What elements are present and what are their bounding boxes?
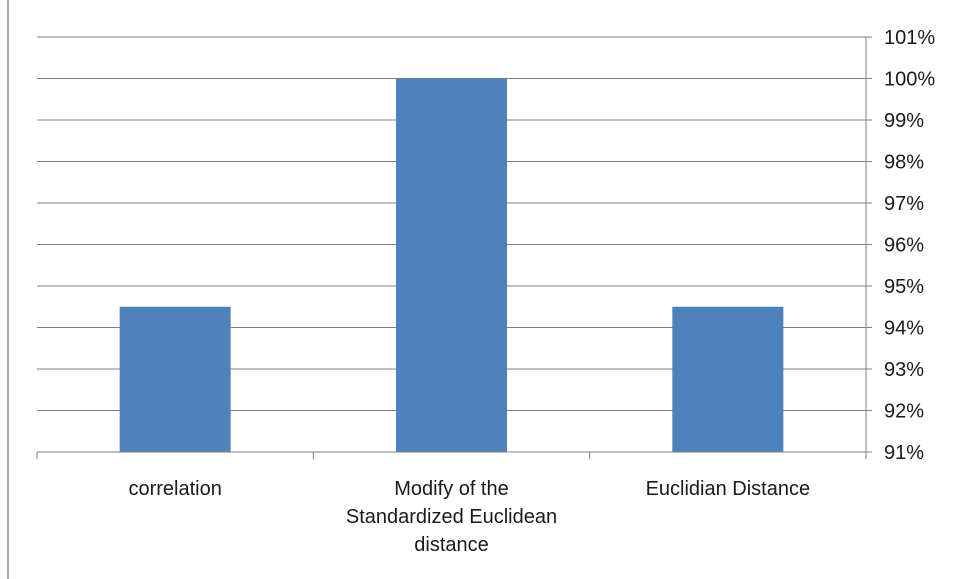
y-tick-label: 95% <box>884 276 924 298</box>
y-tick-label: 92% <box>884 401 924 423</box>
x-tick-label: correlation <box>128 478 221 500</box>
y-tick-label: 101% <box>884 27 935 49</box>
bars <box>119 78 784 452</box>
x-tick-label: Modify of the Standardized Euclidean dista… <box>346 478 557 556</box>
y-tick-label: 96% <box>884 235 924 257</box>
axes <box>36 36 872 459</box>
y-tick-label: 91% <box>884 442 924 464</box>
y-tick-label: 99% <box>884 110 924 132</box>
y-tick-label: 94% <box>884 318 924 340</box>
bar <box>119 306 231 452</box>
y-tick-label: 100% <box>884 69 935 91</box>
bar <box>672 306 784 452</box>
y-tick-label: 97% <box>884 193 924 215</box>
y-tick-label: 98% <box>884 152 924 174</box>
labels: 91% 92% 93% 94% 95% 96% 97% 98% 99% 100% 101% corre… <box>128 27 935 556</box>
bar <box>396 78 507 452</box>
y-tick-label: 93% <box>884 359 924 381</box>
x-tick-label: Euclidian Distance <box>646 478 811 500</box>
